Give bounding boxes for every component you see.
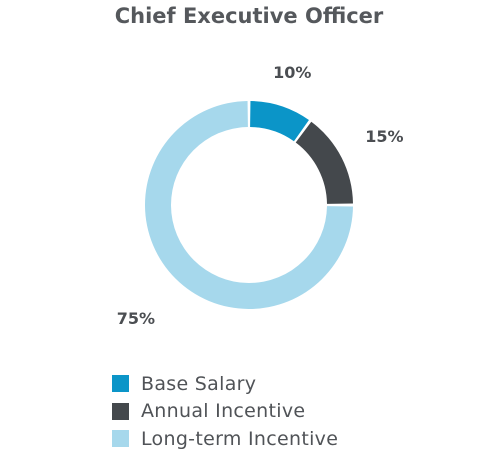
legend-item-annual-incentive: Annual Incentive bbox=[112, 398, 338, 426]
legend-swatch-long-term-incentive bbox=[112, 430, 129, 448]
legend-label-base-salary: Base Salary bbox=[141, 372, 257, 395]
legend-label-long-term-incentive: Long-term Incentive bbox=[141, 427, 339, 450]
slice-label-base-salary: 10% bbox=[273, 63, 311, 82]
slice-label-long-term-incentive: 75% bbox=[117, 309, 155, 328]
legend-item-long-term-incentive: Long-term Incentive bbox=[112, 425, 338, 453]
slice-label-annual-incentive: 15% bbox=[365, 127, 403, 146]
donut-chart: 10% 15% 75% bbox=[117, 63, 404, 328]
legend-swatch-base-salary bbox=[112, 375, 129, 393]
legend-label-annual-incentive: Annual Incentive bbox=[141, 400, 306, 423]
legend-item-base-salary: Base Salary bbox=[112, 370, 338, 398]
slice-base-salary bbox=[250, 101, 309, 142]
donut-slices bbox=[145, 101, 353, 310]
legend: Base Salary Annual Incentive Long-term I… bbox=[112, 370, 338, 453]
slice-annual-incentive bbox=[295, 121, 353, 204]
legend-swatch-annual-incentive bbox=[112, 402, 129, 420]
slice-labels: 10% 15% 75% bbox=[117, 63, 404, 328]
chart-title: Chief Executive Officer bbox=[114, 4, 384, 28]
